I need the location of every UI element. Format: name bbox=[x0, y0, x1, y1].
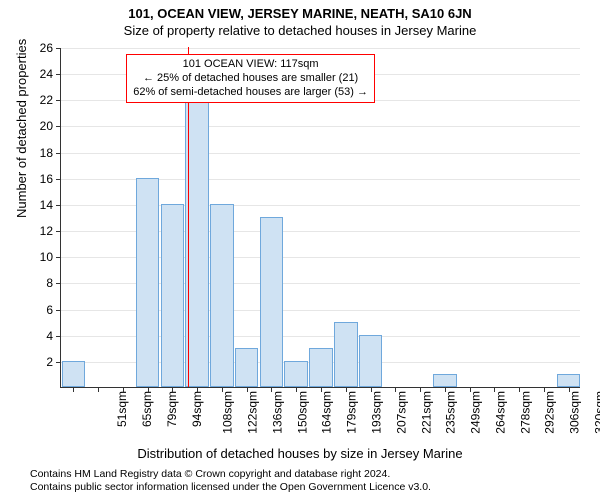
y-axis-label: Number of detached properties bbox=[14, 39, 29, 218]
x-tick-mark bbox=[494, 387, 495, 392]
x-axis-label: Distribution of detached houses by size … bbox=[0, 446, 600, 461]
x-tick-label: 278sqm bbox=[518, 391, 532, 434]
y-tick-label: 8 bbox=[46, 276, 61, 290]
x-tick-mark bbox=[420, 387, 421, 392]
x-tick-label: 221sqm bbox=[419, 391, 433, 434]
y-tick-label: 20 bbox=[40, 119, 61, 133]
footer-line-1: Contains HM Land Registry data © Crown c… bbox=[30, 468, 431, 481]
x-tick-mark bbox=[445, 387, 446, 392]
histogram-bar bbox=[284, 361, 308, 387]
histogram-bar bbox=[359, 335, 383, 387]
callout-line: 101 OCEAN VIEW: 117sqm bbox=[133, 58, 368, 72]
x-tick-label: 306sqm bbox=[568, 391, 582, 434]
y-tick-label: 18 bbox=[40, 146, 61, 160]
x-tick-mark bbox=[371, 387, 372, 392]
x-tick-mark bbox=[73, 387, 74, 392]
x-tick-label: 235sqm bbox=[444, 391, 458, 434]
x-tick-mark bbox=[247, 387, 248, 392]
x-tick-label: 79sqm bbox=[165, 391, 179, 427]
x-tick-label: 136sqm bbox=[271, 391, 285, 434]
y-tick-label: 10 bbox=[40, 250, 61, 264]
histogram-bar bbox=[433, 374, 457, 387]
y-tick-label: 14 bbox=[40, 198, 61, 212]
x-tick-mark bbox=[296, 387, 297, 392]
histogram-bar bbox=[235, 348, 259, 387]
x-tick-mark bbox=[148, 387, 149, 392]
callout-line: 62% of semi-detached houses are larger (… bbox=[133, 86, 368, 100]
x-tick-label: 65sqm bbox=[140, 391, 154, 427]
x-tick-label: 51sqm bbox=[115, 391, 129, 427]
chart-subtitle: Size of property relative to detached ho… bbox=[0, 21, 600, 38]
grid-line bbox=[61, 126, 580, 127]
chart-container: 101, OCEAN VIEW, JERSEY MARINE, NEATH, S… bbox=[0, 0, 600, 500]
y-tick-label: 4 bbox=[46, 329, 61, 343]
x-tick-mark bbox=[470, 387, 471, 392]
histogram-bar bbox=[136, 178, 160, 387]
x-tick-mark bbox=[98, 387, 99, 392]
x-tick-mark bbox=[395, 387, 396, 392]
x-tick-label: 320sqm bbox=[593, 391, 600, 434]
x-tick-mark bbox=[544, 387, 545, 392]
y-tick-label: 26 bbox=[40, 41, 61, 55]
x-tick-label: 164sqm bbox=[320, 391, 334, 434]
histogram-bar bbox=[557, 374, 581, 387]
histogram-bar bbox=[161, 204, 185, 387]
property-callout: 101 OCEAN VIEW: 117sqm← 25% of detached … bbox=[126, 54, 375, 103]
x-tick-label: 108sqm bbox=[221, 391, 235, 434]
x-tick-mark bbox=[197, 387, 198, 392]
x-tick-label: 207sqm bbox=[394, 391, 408, 434]
x-tick-mark bbox=[123, 387, 124, 392]
x-tick-mark bbox=[519, 387, 520, 392]
footer: Contains HM Land Registry data © Crown c… bbox=[30, 468, 431, 494]
histogram-bar bbox=[309, 348, 333, 387]
x-tick-label: 193sqm bbox=[370, 391, 384, 434]
histogram-bar bbox=[210, 204, 234, 387]
x-tick-mark bbox=[222, 387, 223, 392]
y-tick-label: 16 bbox=[40, 172, 61, 186]
x-tick-mark bbox=[172, 387, 173, 392]
x-tick-mark bbox=[569, 387, 570, 392]
grid-line bbox=[61, 48, 580, 49]
y-tick-label: 6 bbox=[46, 303, 61, 317]
y-tick-label: 2 bbox=[46, 355, 61, 369]
chart-title: 101, OCEAN VIEW, JERSEY MARINE, NEATH, S… bbox=[0, 0, 600, 21]
histogram-bar bbox=[260, 217, 284, 387]
x-tick-mark bbox=[321, 387, 322, 392]
y-tick-label: 24 bbox=[40, 67, 61, 81]
plot-area: 246810121416182022242651sqm65sqm79sqm94s… bbox=[60, 48, 580, 388]
x-tick-label: 249sqm bbox=[469, 391, 483, 434]
x-tick-label: 150sqm bbox=[295, 391, 309, 434]
x-tick-mark bbox=[271, 387, 272, 392]
x-tick-mark bbox=[346, 387, 347, 392]
y-tick-label: 22 bbox=[40, 93, 61, 107]
histogram-bar bbox=[62, 361, 86, 387]
x-tick-label: 122sqm bbox=[246, 391, 260, 434]
x-tick-label: 264sqm bbox=[494, 391, 508, 434]
footer-line-2: Contains public sector information licen… bbox=[30, 481, 431, 494]
grid-line bbox=[61, 153, 580, 154]
x-tick-label: 94sqm bbox=[190, 391, 204, 427]
callout-line: ← 25% of detached houses are smaller (21… bbox=[133, 72, 368, 86]
histogram-bar bbox=[334, 322, 358, 387]
y-tick-label: 12 bbox=[40, 224, 61, 238]
x-tick-label: 179sqm bbox=[345, 391, 359, 434]
x-tick-label: 292sqm bbox=[543, 391, 557, 434]
